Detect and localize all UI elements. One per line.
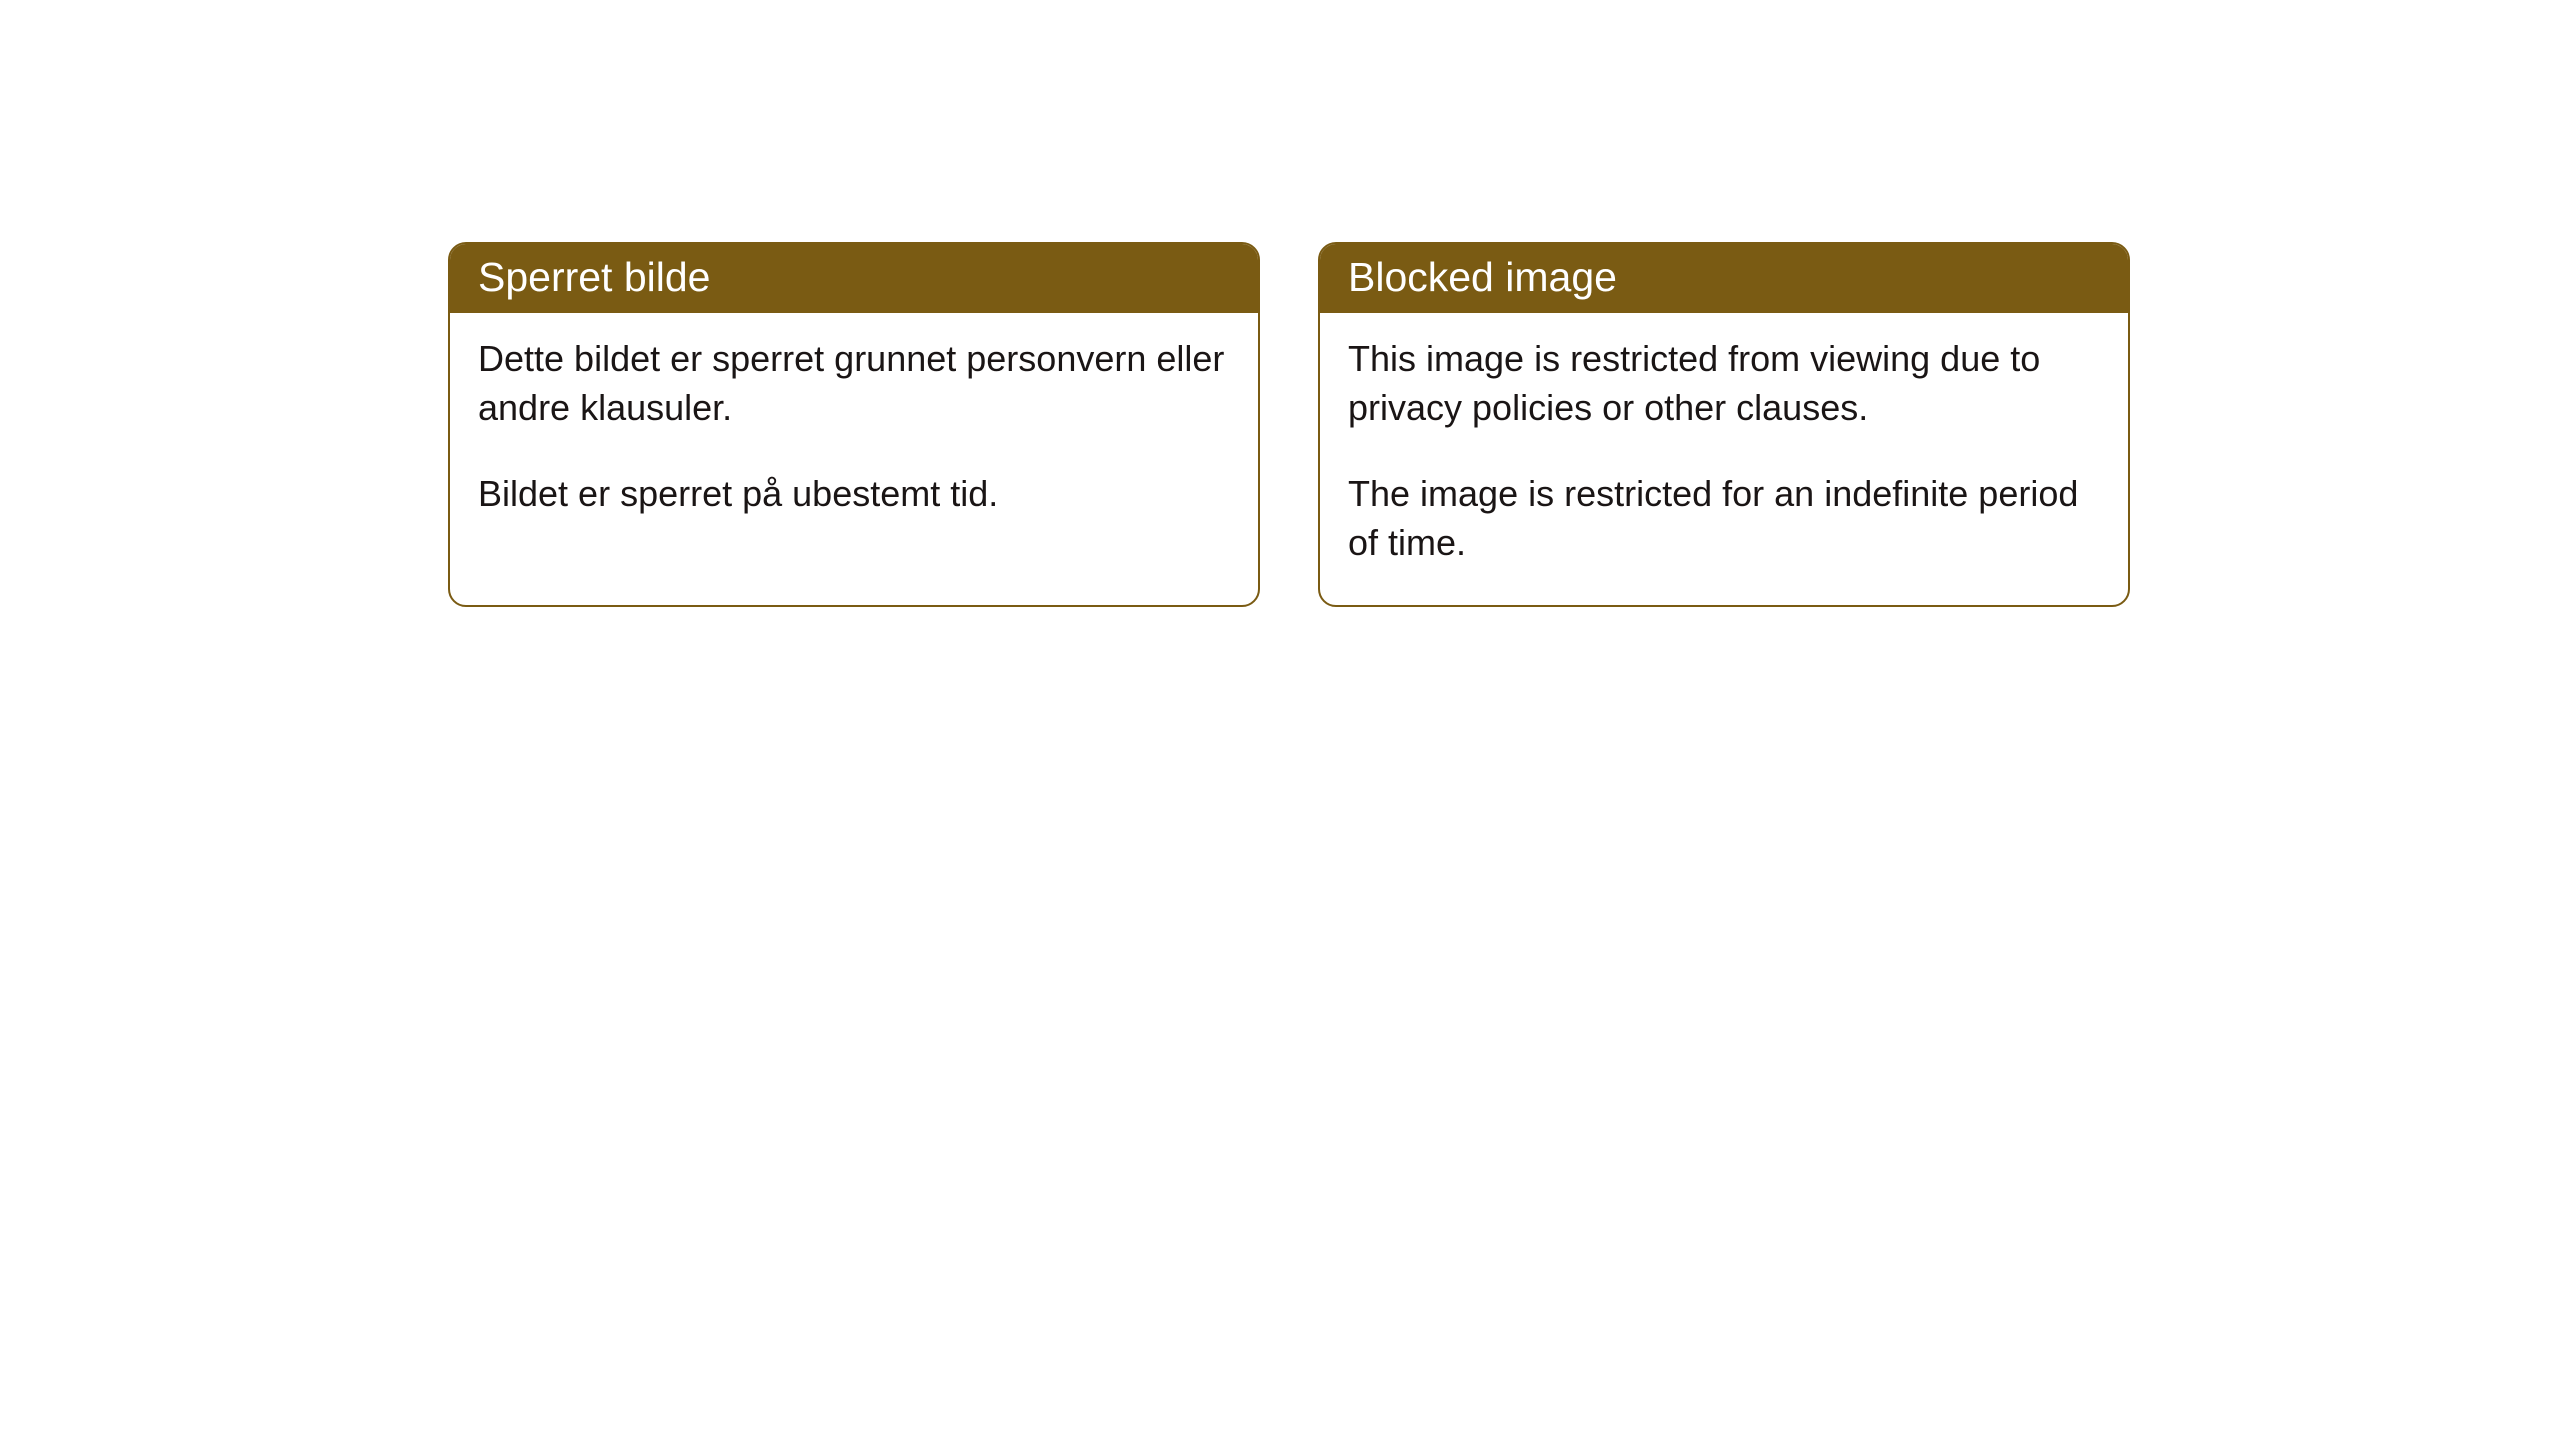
- card-body-paragraph: Dette bildet er sperret grunnet personve…: [478, 335, 1230, 432]
- card-body: This image is restricted from viewing du…: [1320, 313, 2128, 605]
- card-body-paragraph: This image is restricted from viewing du…: [1348, 335, 2100, 432]
- card-header: Blocked image: [1320, 244, 2128, 313]
- card-body-paragraph: The image is restricted for an indefinit…: [1348, 470, 2100, 567]
- notice-cards-container: Sperret bilde Dette bildet er sperret gr…: [448, 242, 2130, 607]
- notice-card-norwegian: Sperret bilde Dette bildet er sperret gr…: [448, 242, 1260, 607]
- card-body-paragraph: Bildet er sperret på ubestemt tid.: [478, 470, 1230, 519]
- card-body: Dette bildet er sperret grunnet personve…: [450, 313, 1258, 557]
- card-header-title: Sperret bilde: [478, 254, 710, 300]
- card-header-title: Blocked image: [1348, 254, 1617, 300]
- notice-card-english: Blocked image This image is restricted f…: [1318, 242, 2130, 607]
- card-header: Sperret bilde: [450, 244, 1258, 313]
